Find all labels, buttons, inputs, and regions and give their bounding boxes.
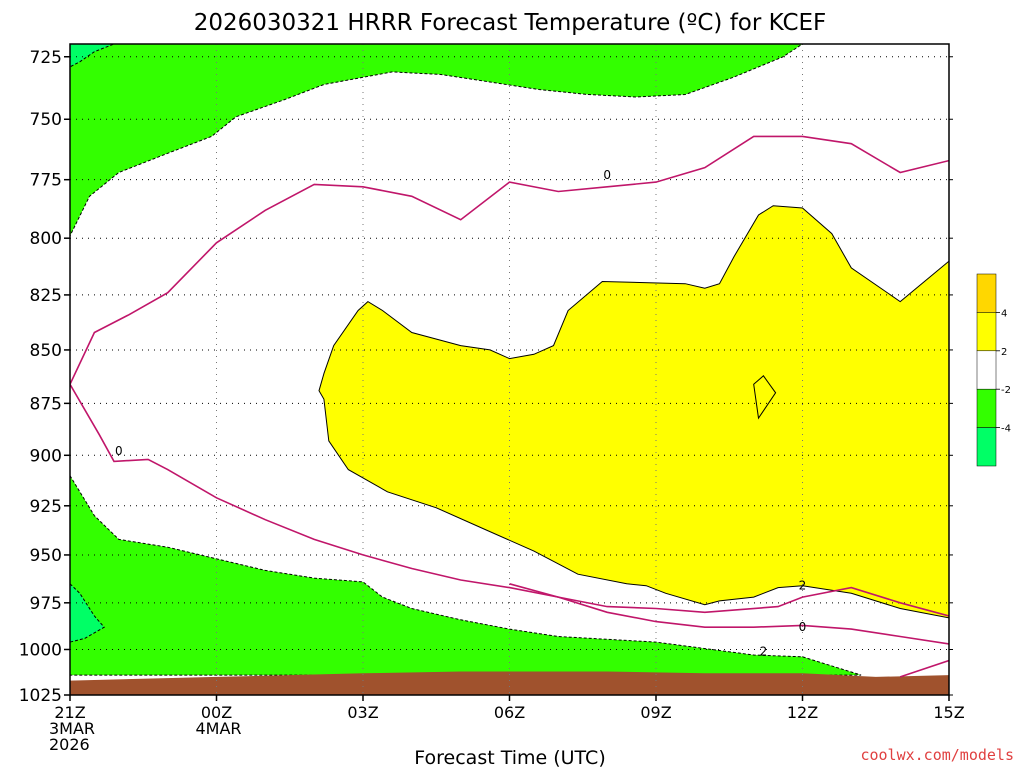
y-tick-label-825: 825	[30, 286, 62, 306]
region-colder-bottom-left	[70, 583, 105, 643]
region-warm-main	[318, 205, 949, 619]
x-tick-label-3-0: 00Z	[201, 703, 232, 722]
contour-labels: 0 0 2 0 2	[115, 168, 807, 658]
region-ground	[70, 671, 949, 695]
line-zero-isotherm-ground	[899, 659, 949, 678]
y-tick-label-1000: 1000	[19, 640, 62, 660]
credit-text: coolwx.com/models	[860, 746, 1014, 764]
x-tick-label-0-1: 3MAR	[49, 719, 95, 738]
legend-label-2: -2	[1001, 385, 1011, 396]
y-tick-label-875: 875	[30, 394, 62, 414]
y-tick-label-975: 975	[30, 594, 62, 614]
color-legend: 4 2 -2 -4	[976, 273, 1011, 467]
legend-label-3: -4	[1001, 424, 1011, 435]
y-tick-label-775: 775	[30, 171, 62, 191]
x-axis-label: Forecast Time (UTC)	[414, 747, 605, 768]
region-warm-pocket	[753, 375, 777, 420]
y-tick-label-725: 725	[30, 48, 62, 68]
legend-swatch-4	[976, 427, 997, 467]
contour-label-3: 0	[799, 620, 807, 634]
x-tick-label-0-2: 2026	[49, 735, 90, 754]
contour-label-4: 2	[760, 644, 768, 658]
y-tick-label-850: 850	[30, 341, 62, 361]
x-tick-label-3-1: 4MAR	[196, 719, 242, 738]
legend-swatch-3	[976, 388, 997, 428]
x-tick-label-9-0: 06Z	[494, 703, 525, 722]
x-tick-label-6-0: 03Z	[347, 703, 378, 722]
y-tick-label-750: 750	[30, 110, 62, 130]
x-tick-label-18-0: 15Z	[933, 703, 964, 722]
x-tick-label-0-0: 21Z	[54, 703, 85, 722]
y-tick-label-800: 800	[30, 229, 62, 249]
chart-title: 2026030321 HRRR Forecast Temperature (ºC…	[194, 10, 827, 36]
y-axis-ticks: 725 750 775 800 825 850 875 900 925 950 975 1000 102…	[19, 48, 953, 706]
legend-label-1: 2	[1001, 347, 1007, 358]
legend-label-0: 4	[1001, 308, 1007, 319]
x-tick-label-15-0: 12Z	[787, 703, 818, 722]
contour-label-1: 0	[115, 444, 123, 458]
legend-swatch-2	[976, 350, 997, 390]
contour-label-0: 0	[603, 168, 611, 182]
x-tick-label-12-0: 09Z	[640, 703, 671, 722]
region-colder-top-left	[70, 44, 115, 68]
line-zero-isotherm-lower	[509, 583, 949, 645]
line-zero-isotherm-upper	[70, 135, 949, 617]
legend-swatch-0	[976, 273, 997, 313]
y-tick-label-900: 900	[30, 446, 62, 466]
isotherm-lines	[70, 135, 949, 678]
region-cold-bottom	[70, 474, 862, 676]
contour-fills	[70, 44, 949, 695]
legend-swatch-1	[976, 312, 997, 352]
y-tick-label-925: 925	[30, 497, 62, 517]
region-cold-top	[70, 44, 804, 237]
y-tick-label-1025: 1025	[19, 686, 62, 706]
y-tick-label-950: 950	[30, 546, 62, 566]
contour-label-2: 2	[799, 579, 807, 593]
